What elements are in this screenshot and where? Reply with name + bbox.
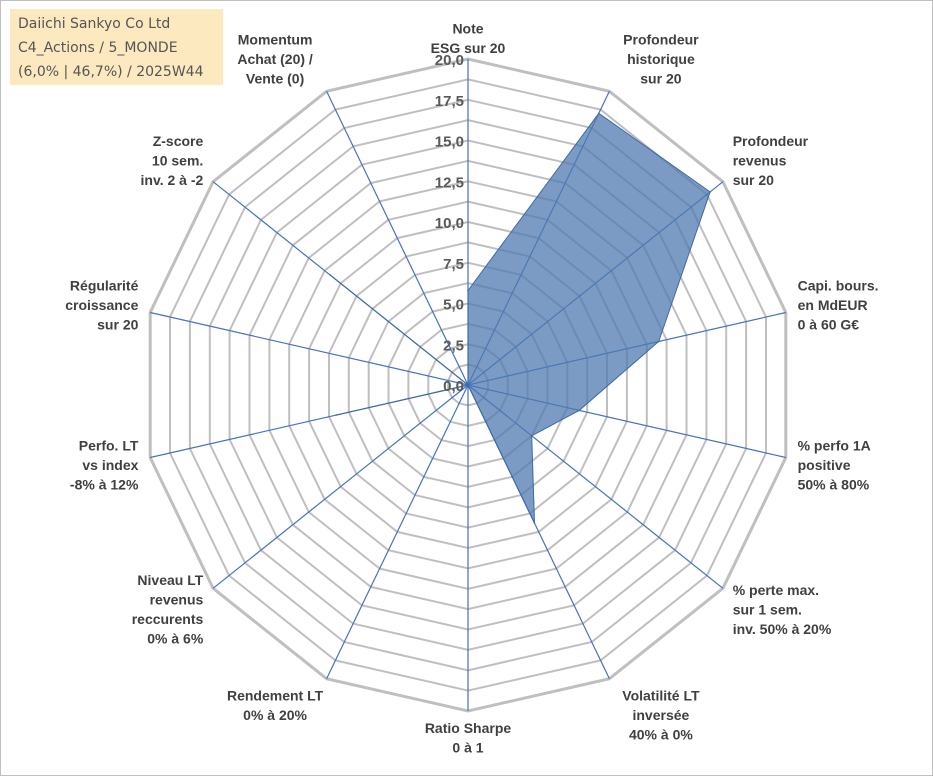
axis-spoke xyxy=(326,91,469,386)
axis-label: Régularité croissance sur 20 xyxy=(65,277,138,332)
tick-label: 7,5 xyxy=(443,256,464,273)
axis-label: Profondeur revenus sur 20 xyxy=(733,133,809,188)
axis-spoke xyxy=(212,384,469,589)
info-box: Daiichi Sankyo Co Ltd C4_Actions / 5_MON… xyxy=(10,9,223,85)
data-point xyxy=(329,274,332,277)
data-point xyxy=(578,409,580,412)
tick-label: 17,5 xyxy=(435,93,464,110)
data-point xyxy=(530,435,533,437)
data-point xyxy=(657,340,660,343)
data-point xyxy=(335,414,337,416)
tick-label: 15,0 xyxy=(435,134,464,151)
axis-label: % perfo 1A positive 50% à 80% xyxy=(798,438,871,493)
axis-label: Z-score 10 sem. inv. 2 à -2 xyxy=(141,133,204,188)
axis-label: Profondeur historique sur 20 xyxy=(623,32,699,87)
tick-label: 0,0 xyxy=(443,378,464,395)
axis-label: Ratio Sharpe 0 à 1 xyxy=(425,720,512,756)
axis-spoke xyxy=(326,384,469,679)
tick-label: 20,0 xyxy=(435,52,464,69)
tick-label: 12,5 xyxy=(435,174,464,191)
axis-spoke xyxy=(150,311,469,386)
tick-label: 10,0 xyxy=(435,215,464,232)
axis-label: % perte max. sur 1 sem. inv. 50% à 20% xyxy=(733,582,832,637)
data-point xyxy=(467,289,469,292)
data-series xyxy=(329,112,711,524)
axis-label: Volatilité LT inversée 40% à 0% xyxy=(622,687,700,742)
data-point xyxy=(467,384,469,386)
data-point xyxy=(709,191,711,193)
series-area xyxy=(330,112,711,524)
axis-label: Note ESG sur 20 xyxy=(431,21,506,57)
company-name: Daiichi Sankyo Co Ltd xyxy=(18,16,171,32)
period-label: (6,0% | 46,7%) / 2025W44 xyxy=(18,64,204,80)
tick-label: 5,0 xyxy=(443,297,464,314)
axis-label: Rendement LT 0% à 20% xyxy=(227,687,324,723)
portfolio-label: C4_Actions / 5_MONDE xyxy=(18,40,178,56)
axis-label: Niveau LT revenus reccurents 0% à 6% xyxy=(132,572,204,647)
tick-labels: 0,0 2,5 5,0 7,5 10,0 12,5 15,0 17,5 20,0 xyxy=(435,52,464,395)
data-point xyxy=(533,522,536,524)
data-point xyxy=(598,112,600,115)
axis-label: Capi. bours. en MdEUR 0 à 60 G€ xyxy=(798,277,879,332)
tick-label: 2,5 xyxy=(443,337,464,354)
axis-label: Momentum Achat (20) / Vente (0) xyxy=(237,32,313,87)
axis-label: Perfo. LT vs index -8% à 12% xyxy=(70,438,139,493)
axis-labels: Note ESG sur 20 Profondeur historique sur 20… xyxy=(65,21,878,756)
